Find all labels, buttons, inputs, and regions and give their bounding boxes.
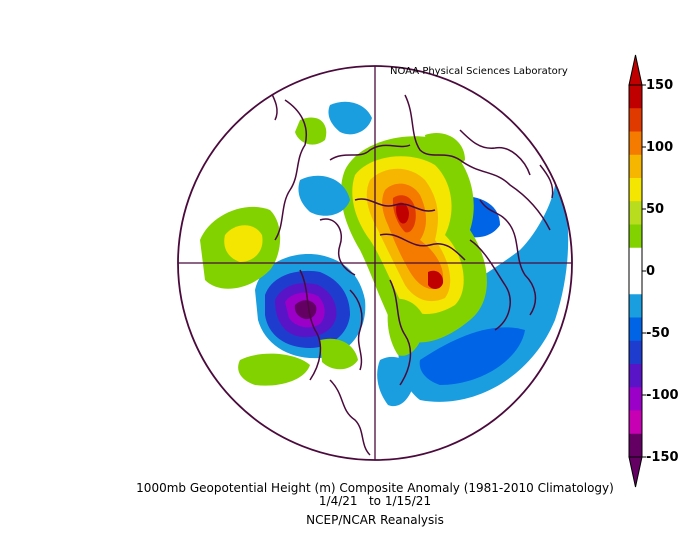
colorbar-segment <box>629 247 642 272</box>
colorbar-segment <box>629 340 642 365</box>
colorbar-tick-label: 100 <box>646 140 674 155</box>
colorbar-tick-label: -100 <box>646 388 679 403</box>
colorbar-tick-label: 0 <box>646 264 656 279</box>
colorbar-segment <box>629 294 642 318</box>
colorbar-segment <box>629 85 642 109</box>
colorbar-segment <box>629 108 642 132</box>
colorbar-tick-label: 50 <box>646 202 665 217</box>
colorbar-segment <box>629 433 642 458</box>
colorbar-max-arrow <box>628 54 643 86</box>
map-boundary-circle <box>177 65 573 461</box>
caption-source: NCEP/NCAR Reanalysis <box>306 513 444 527</box>
colorbar-segment <box>629 178 642 202</box>
colorbar-tick-label: -150 <box>646 450 679 465</box>
colorbar-segment <box>629 201 642 225</box>
colorbar-segment <box>629 271 642 295</box>
colorbar-segment <box>629 154 642 179</box>
colorbar-segment <box>629 131 642 156</box>
coastlines <box>269 89 554 456</box>
colorbar-segment <box>629 224 642 249</box>
colorbar-segment <box>629 410 642 435</box>
caption-dates: 1/4/21 to 1/15/21 <box>318 494 432 508</box>
colorbar <box>628 54 646 488</box>
colorbar-tick-label: -50 <box>646 326 670 341</box>
colorbar-segment <box>629 387 642 411</box>
colorbar-tick-label: 150 <box>646 78 674 93</box>
caption-title: 1000mb Geopotential Height (m) Composite… <box>136 481 614 495</box>
colorbar-segment <box>629 364 642 388</box>
colorbar-segment <box>629 317 642 342</box>
credit-text: NOAA Physical Sciences Laboratory <box>390 66 568 77</box>
anomaly-region-atlantic-core <box>419 327 525 385</box>
